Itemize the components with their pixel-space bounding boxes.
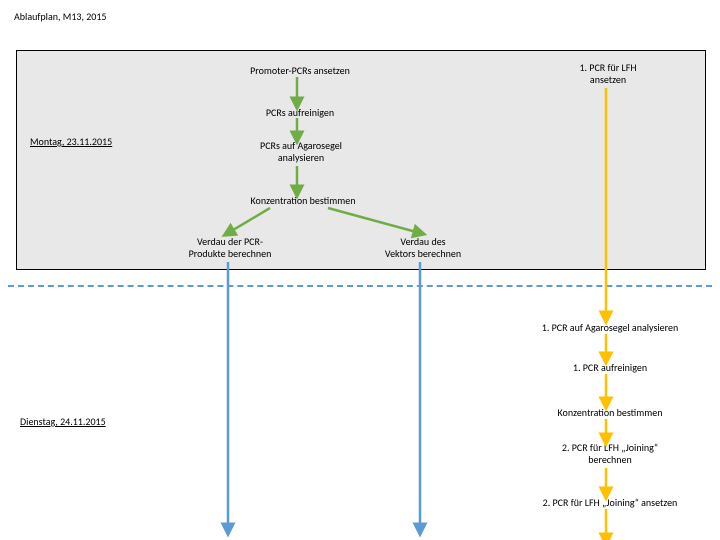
arrows-layer	[0, 0, 720, 540]
